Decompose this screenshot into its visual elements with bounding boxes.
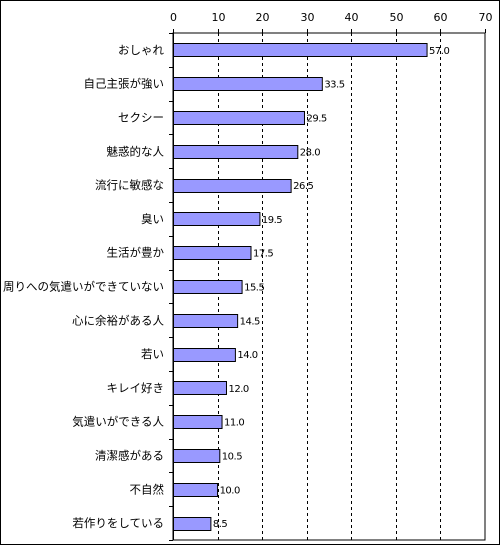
value-label: 19.5 bbox=[262, 215, 282, 226]
x-tick-label: 60 bbox=[434, 11, 448, 24]
bar bbox=[173, 179, 292, 193]
x-tick-label: 40 bbox=[345, 11, 359, 24]
category-label: 自己主張が強い bbox=[84, 77, 165, 91]
bar bbox=[173, 246, 252, 260]
value-label: 8.5 bbox=[213, 519, 228, 530]
value-label: 10.0 bbox=[220, 485, 240, 496]
category-labels: おしゃれ自己主張が強いセクシー魅惑的な人流行に敏感な臭い生活が豊か周りへの気遣い… bbox=[3, 43, 164, 530]
category-label: 若い bbox=[141, 347, 164, 361]
category-label: 流行に敏感な bbox=[95, 178, 164, 192]
value-label: 14.5 bbox=[240, 316, 260, 327]
value-labels: 57.0 33.5 29.5 28.0 26.5 19.5 17.5 15.5 14.5 14.0… bbox=[213, 46, 450, 530]
bar bbox=[173, 77, 323, 91]
bar bbox=[173, 449, 221, 463]
bar bbox=[173, 314, 239, 328]
x-tick-label: 10 bbox=[212, 11, 226, 24]
category-label: 心に余裕がある人 bbox=[72, 313, 164, 327]
x-tick-label: 50 bbox=[390, 11, 404, 24]
value-label: 12.0 bbox=[228, 384, 248, 395]
category-label: 清潔感がある bbox=[95, 449, 164, 463]
bar bbox=[173, 517, 212, 531]
bar bbox=[173, 483, 219, 497]
x-tick-label: 30 bbox=[301, 11, 315, 24]
value-label: 26.5 bbox=[293, 181, 313, 192]
value-label: 14.0 bbox=[237, 350, 257, 361]
value-label: 15.5 bbox=[244, 283, 264, 294]
bars bbox=[173, 43, 428, 531]
bar bbox=[173, 111, 305, 125]
category-label: 気遣いができる人 bbox=[72, 415, 164, 429]
bar bbox=[173, 381, 227, 395]
category-label: セクシー bbox=[118, 111, 164, 125]
value-label: 33.5 bbox=[324, 80, 344, 91]
value-label: 57.0 bbox=[429, 46, 449, 57]
value-label: 11.0 bbox=[224, 418, 244, 429]
category-label: 不自然 bbox=[130, 482, 165, 496]
value-label: 17.5 bbox=[253, 249, 273, 260]
category-label: 臭い bbox=[141, 212, 164, 226]
bar bbox=[173, 43, 428, 57]
category-label: 若作りをしている bbox=[72, 516, 164, 530]
category-label: キレイ好き bbox=[107, 381, 165, 395]
bar bbox=[173, 145, 299, 159]
category-label: 生活が豊か bbox=[107, 246, 165, 260]
x-tick-labels: 0 10 20 30 40 50 60 70 bbox=[170, 11, 493, 24]
bar bbox=[173, 280, 243, 294]
x-tick-label: 70 bbox=[479, 11, 493, 24]
bar bbox=[173, 415, 223, 429]
value-label: 28.0 bbox=[300, 147, 320, 158]
bar bbox=[173, 212, 261, 226]
x-tick-label: 0 bbox=[170, 11, 177, 24]
value-label: 10.5 bbox=[222, 452, 242, 463]
category-label: おしゃれ bbox=[118, 43, 164, 57]
x-tick-label: 20 bbox=[256, 11, 270, 24]
value-label: 29.5 bbox=[306, 114, 326, 125]
axes bbox=[169, 29, 486, 541]
category-label: 周りへの気遣いができていない bbox=[3, 280, 164, 294]
category-label: 魅惑的な人 bbox=[107, 144, 165, 158]
bar bbox=[173, 348, 236, 362]
